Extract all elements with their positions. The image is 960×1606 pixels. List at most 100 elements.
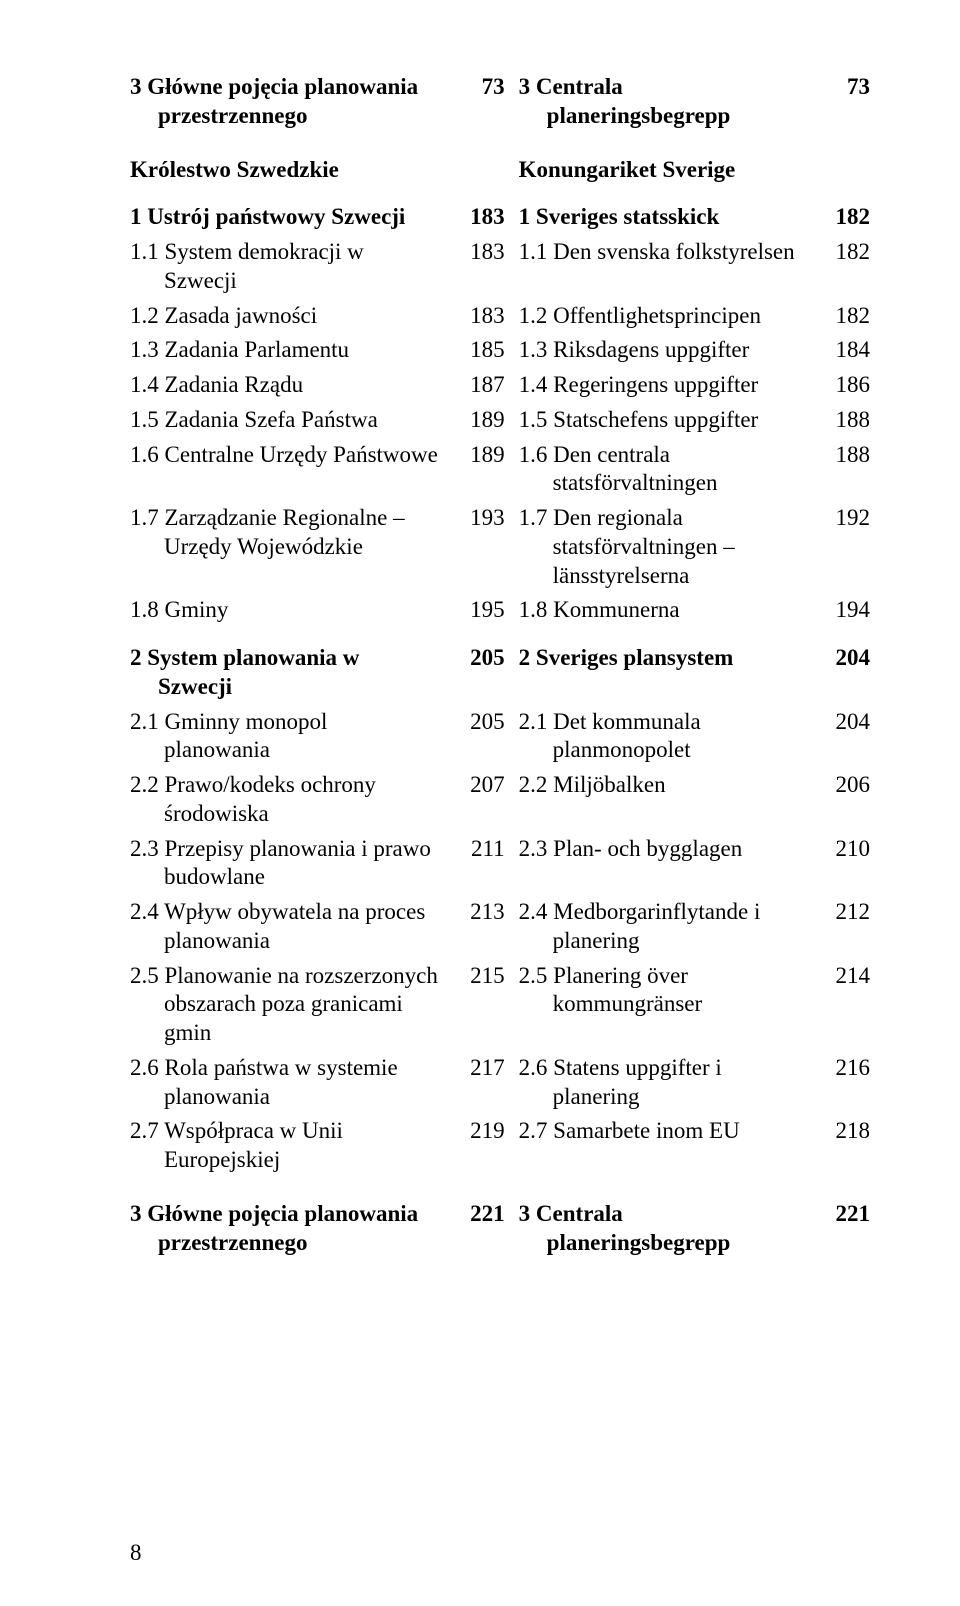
toc-row: 3 Główne pojęcia planowania przestrzenne… [130, 70, 870, 134]
toc-right-text: 2.2 Miljöbalken [519, 771, 812, 800]
toc-right-page: 210 [820, 832, 870, 896]
toc-row: 2.4 Wpływ obywatela na proces planowania… [130, 895, 870, 959]
toc-right-text: Konungariket Sverige [519, 156, 812, 185]
toc-row: 2.2 Prawo/kodeks ochrony środowiska2072.… [130, 768, 870, 832]
toc-left-page [446, 134, 519, 188]
toc-right-text: 1.3 Riksdagens uppgifter [519, 336, 812, 365]
toc-right-page: 182 [820, 235, 870, 299]
toc-right-page [820, 134, 870, 188]
toc-right-page: 221 [820, 1178, 870, 1261]
toc-row: 1 Ustrój państwowy Szwecji 1831 Sveriges … [130, 187, 870, 235]
toc-right-page: 192 [820, 501, 870, 593]
toc-right-page: 212 [820, 895, 870, 959]
toc-right-text: 2.7 Samarbete inom EU [519, 1117, 812, 1146]
toc-left-text: 1.2 Zasada jawności [130, 302, 438, 331]
toc-row: 1.3 Zadania Parlamentu 1851.3 Riksdagens … [130, 333, 870, 368]
toc-row: 1.6 Centralne Urzędy Państwowe 1891.6 Den… [130, 438, 870, 502]
toc-right-text: 2.4 Medborgarinflytande i planering [519, 898, 812, 956]
toc-left-page: 195 [446, 593, 519, 628]
toc-left-page: 207 [446, 768, 519, 832]
toc-right-text: 1.6 Den centrala statsförvaltningen [519, 441, 812, 499]
toc-row: 2 System planowania w Szwecji2052 Sverig… [130, 628, 870, 705]
toc-row: 1.5 Zadania Szefa Państwa 1891.5 Statsche… [130, 403, 870, 438]
toc-left-page: 219 [446, 1114, 519, 1178]
toc-left-page: 183 [446, 299, 519, 334]
toc-row: 1.2 Zasada jawności 1831.2 Offentlighetsp… [130, 299, 870, 334]
toc-left-text: 1 Ustrój państwowy Szwecji [130, 203, 438, 232]
toc-right-page: 214 [820, 959, 870, 1051]
toc-row: Królestwo Szwedzkie Konungariket Sverige [130, 134, 870, 188]
toc-left-text: 1.4 Zadania Rządu [130, 371, 438, 400]
toc-right-text: 1.5 Statschefens uppgifter [519, 406, 812, 435]
page-number: 8 [130, 1540, 870, 1566]
toc-row: 2.6 Rola państwa w systemie planowania21… [130, 1051, 870, 1115]
toc-right-text: 2 Sveriges plansystem [519, 644, 812, 673]
toc-right-text: 2.1 Det kommunala planmonopolet [519, 708, 812, 766]
toc-left-text: 2.3 Przepisy planowania i prawo budowlan… [130, 835, 438, 893]
toc-row: 1.8 Gminy 1951.8 Kommunerna 194 [130, 593, 870, 628]
toc-left-page: 183 [446, 235, 519, 299]
toc-row: 1.1 System demokracji w Szwecji1831.1 De… [130, 235, 870, 299]
toc-row: 1.4 Zadania Rządu 1871.4 Regeringens uppg… [130, 368, 870, 403]
toc-right-page: 206 [820, 768, 870, 832]
toc-right-text: 2.5 Planering över kommungränser [519, 962, 812, 1020]
toc-left-page: 189 [446, 438, 519, 502]
toc-left-text: 2.2 Prawo/kodeks ochrony środowiska [130, 771, 438, 829]
toc-row: 1.7 Zarządzanie Regionalne – Urzędy Woje… [130, 501, 870, 593]
toc-right-text: 3 Centrala planeringsbegrepp [519, 73, 812, 131]
toc-right-page: 216 [820, 1051, 870, 1115]
toc-left-page: 185 [446, 333, 519, 368]
toc-right-page: 194 [820, 593, 870, 628]
toc-right-page: 182 [820, 187, 870, 235]
toc-right-text: 1.7 Den regionala statsförvaltningen – l… [519, 504, 812, 590]
toc-row: 2.1 Gminny monopol planowania2052.1 Det … [130, 705, 870, 769]
toc-left-text: 1.1 System demokracji w Szwecji [130, 238, 438, 296]
toc-left-page: 193 [446, 501, 519, 593]
toc-row: 3 Główne pojęcia planowania przestrzenne… [130, 1178, 870, 1261]
toc-left-page: 215 [446, 959, 519, 1051]
toc-row: 2.3 Przepisy planowania i prawo budowlan… [130, 832, 870, 896]
toc-left-page: 211 [446, 832, 519, 896]
toc-left-text: 1.3 Zadania Parlamentu [130, 336, 438, 365]
toc-left-page: 73 [446, 70, 519, 134]
toc-left-text: 1.6 Centralne Urzędy Państwowe [130, 441, 438, 470]
toc-row: 2.7 Współpraca w Unii Europejskiej2192.7… [130, 1114, 870, 1178]
toc-left-text: 3 Główne pojęcia planowania przestrzenne… [130, 1200, 438, 1258]
toc-right-page: 188 [820, 438, 870, 502]
toc-left-text: 1.7 Zarządzanie Regionalne – Urzędy Woje… [130, 504, 438, 562]
toc-left-text: 2.4 Wpływ obywatela na proces planowania [130, 898, 438, 956]
toc-left-text: 2.5 Planowanie na rozszerzonych obszarac… [130, 962, 438, 1048]
toc-left-page: 213 [446, 895, 519, 959]
toc-left-text: 1.5 Zadania Szefa Państwa [130, 406, 438, 435]
toc-left-text: 2.6 Rola państwa w systemie planowania [130, 1054, 438, 1112]
toc-right-page: 218 [820, 1114, 870, 1178]
toc-right-page: 182 [820, 299, 870, 334]
toc-right-text: 1.8 Kommunerna [519, 596, 812, 625]
toc-right-text: 2.3 Plan- och bygglagen [519, 835, 812, 864]
toc-right-text: 1.2 Offentlighetsprincipen [519, 302, 812, 331]
toc-left-text: Królestwo Szwedzkie [130, 156, 438, 185]
toc-left-text: 3 Główne pojęcia planowania przestrzenne… [130, 73, 438, 131]
toc-left-text: 2.1 Gminny monopol planowania [130, 708, 438, 766]
toc-left-text: 2.7 Współpraca w Unii Europejskiej [130, 1117, 438, 1175]
toc-left-page: 183 [446, 187, 519, 235]
toc-left-text: 2 System planowania w Szwecji [130, 644, 438, 702]
toc-right-text: 1 Sveriges statsskick [519, 203, 812, 232]
toc-right-page: 184 [820, 333, 870, 368]
toc-left-page: 189 [446, 403, 519, 438]
toc-left-page: 217 [446, 1051, 519, 1115]
toc-left-page: 205 [446, 628, 519, 705]
toc-right-page: 73 [820, 70, 870, 134]
toc-right-page: 204 [820, 628, 870, 705]
toc-row: 2.5 Planowanie na rozszerzonych obszarac… [130, 959, 870, 1051]
toc-left-page: 221 [446, 1178, 519, 1261]
toc-right-page: 204 [820, 705, 870, 769]
toc-table: 3 Główne pojęcia planowania przestrzenne… [130, 70, 870, 1260]
toc-right-text: 2.6 Statens uppgifter i planering [519, 1054, 812, 1112]
toc-left-page: 187 [446, 368, 519, 403]
toc-right-page: 186 [820, 368, 870, 403]
toc-right-text: 3 Centrala planeringsbegrepp [519, 1200, 812, 1258]
toc-right-text: 1.1 Den svenska folkstyrelsen [519, 238, 812, 267]
toc-left-text: 1.8 Gminy [130, 596, 438, 625]
toc-right-text: 1.4 Regeringens uppgifter [519, 371, 812, 400]
